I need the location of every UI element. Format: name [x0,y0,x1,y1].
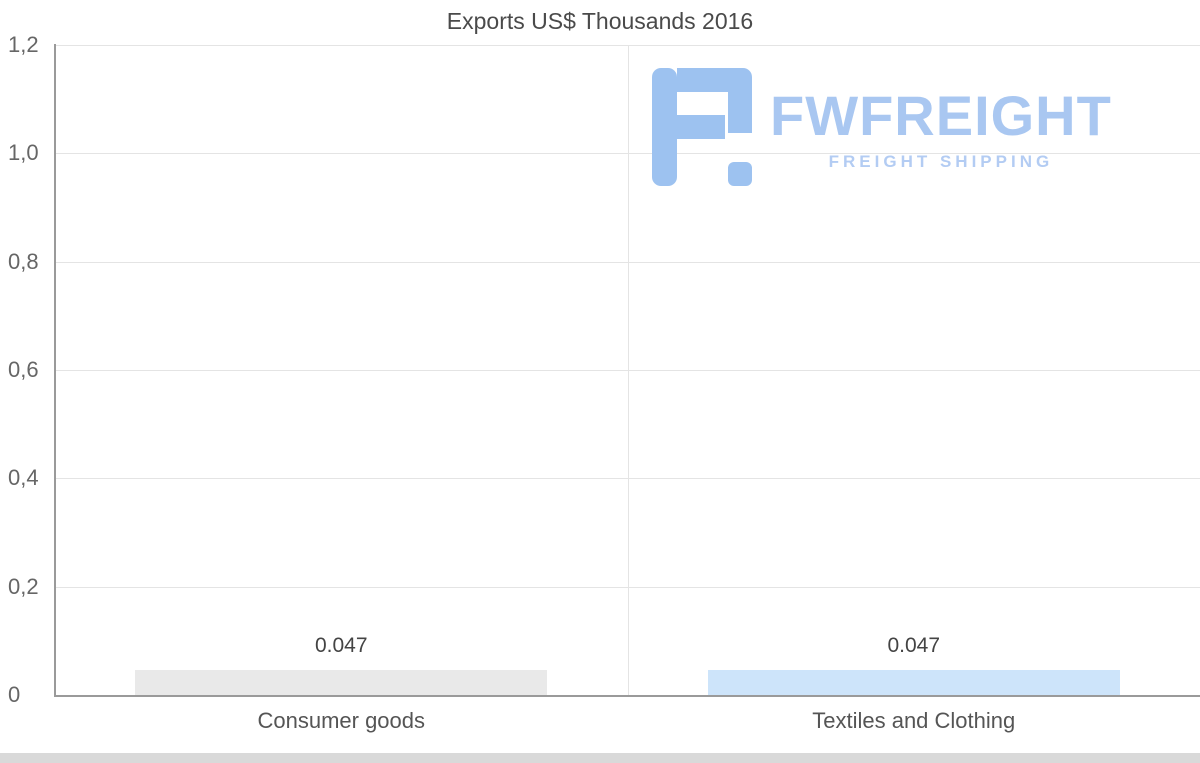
y-tick-label: 0,2 [8,573,39,599]
y-tick-label: 0,4 [8,465,39,491]
fwfreight-logo-icon [652,68,752,186]
y-tick-label: 0,8 [8,248,39,274]
horizontal-scrollbar[interactable] [0,753,1200,763]
y-tick-label: 1,2 [8,32,39,57]
bar [707,669,1120,695]
bar [135,669,548,695]
gridline-vertical [627,45,629,695]
x-axis-line [54,695,1200,697]
brand-name: FWFREIGHT [770,84,1112,147]
y-tick-label: 0 [8,682,21,707]
x-category-label: Consumer goods [257,708,426,733]
brand-tagline: FREIGHT SHIPPING [828,152,1054,171]
brand-text-block: FWFREIGHT FREIGHT SHIPPING [770,68,1112,172]
y-tick-label: 0,6 [8,357,39,382]
x-category-label: Textiles and Clothing [812,708,1016,733]
brand-watermark: FWFREIGHT FREIGHT SHIPPING [652,68,1112,186]
chart-title: Exports US$ Thousands 2016 [446,8,754,34]
y-axis-line [54,44,56,697]
y-tick-label: 1,0 [8,140,39,166]
bar-value-label: 0.047 [314,633,368,657]
bar-value-label: 0.047 [887,633,941,657]
